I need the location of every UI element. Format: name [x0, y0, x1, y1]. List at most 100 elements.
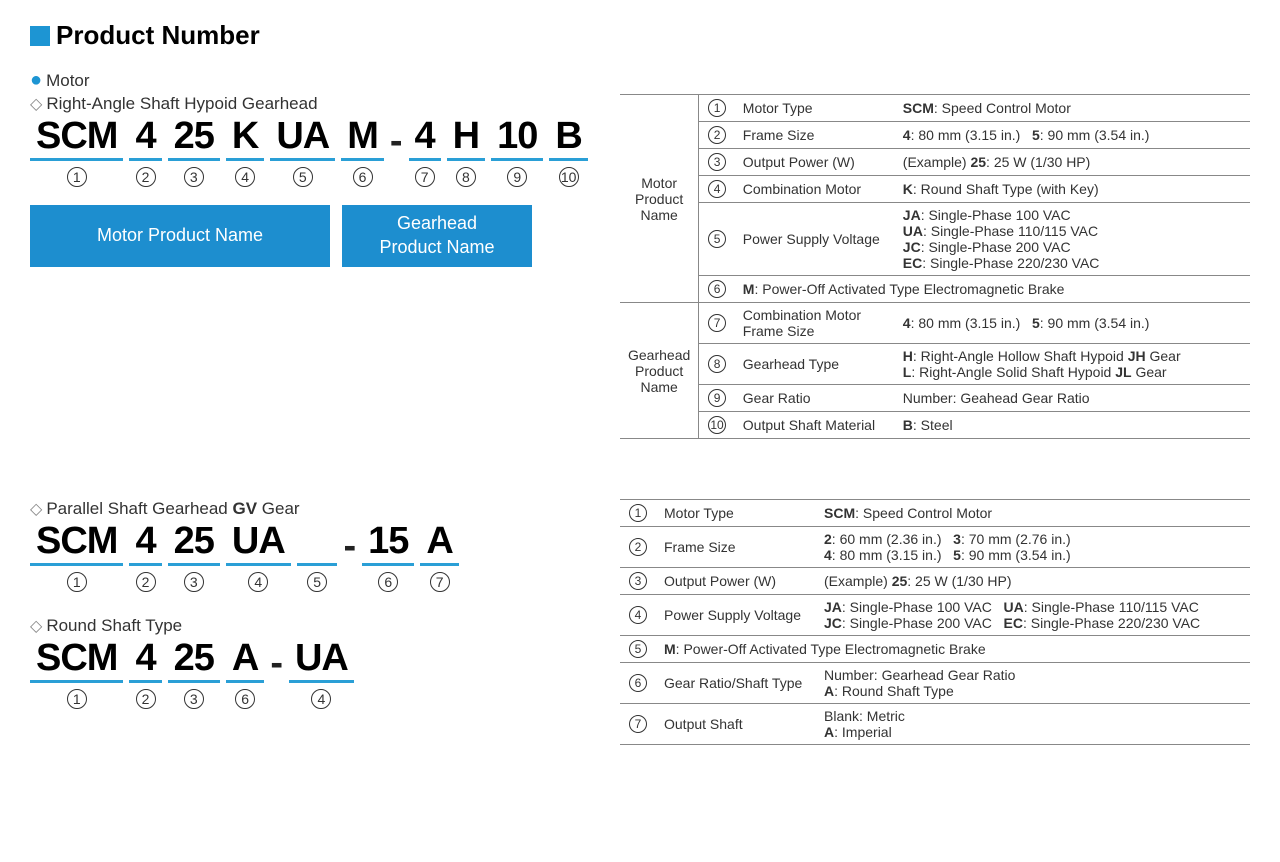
segment-text: 15: [362, 521, 414, 566]
row-label: Frame Size: [656, 527, 816, 568]
row-label: Power Supply Voltage: [735, 203, 895, 276]
table-row: 5Power Supply VoltageJA: Single-Phase 10…: [620, 203, 1250, 276]
row-value: JA: Single-Phase 100 VACUA: Single-Phase…: [895, 203, 1250, 276]
row-label: Frame Size: [735, 122, 895, 149]
row-number: 2: [620, 527, 656, 568]
table-row: GearheadProductName7Combination Motor Fr…: [620, 303, 1250, 344]
code-segment: SCM 1: [30, 521, 123, 592]
segment-text: M: [341, 116, 384, 161]
table-row: 6Gear Ratio/Shaft TypeNumber: Gearhead G…: [620, 663, 1250, 704]
segment-number: 1: [67, 167, 87, 187]
segment-text: A: [226, 638, 264, 683]
segment-text: A: [420, 521, 458, 566]
page-title: Product Number: [30, 20, 1250, 51]
row-number: 10: [699, 412, 735, 439]
row-value: Number: Geahead Gear Ratio: [895, 385, 1250, 412]
segment-number: 10: [559, 167, 579, 187]
segment-text: [297, 521, 338, 566]
code-segment: 109: [491, 116, 543, 187]
table-row: 4Power Supply VoltageJA: Single-Phase 10…: [620, 595, 1250, 636]
table-row: 2Frame Size4: 80 mm (3.15 in.) 5: 90 mm …: [620, 122, 1250, 149]
table-row: 5M: Power-Off Activated Type Electromagn…: [620, 636, 1250, 663]
row-number: 4: [699, 176, 735, 203]
row-label: Output Shaft: [656, 704, 816, 745]
dash: -: [270, 642, 283, 709]
table-row: 3Output Power (W)(Example) 25: 25 W (1/3…: [620, 568, 1250, 595]
row-label: Power Supply Voltage: [656, 595, 816, 636]
segment-number: 7: [430, 572, 450, 592]
row-number: 1: [699, 95, 735, 122]
segment-number: 2: [136, 689, 156, 709]
dash: -: [343, 525, 356, 592]
row-value: Blank: MetricA: Imperial: [816, 704, 1250, 745]
segment-number: 2: [136, 167, 156, 187]
row-number: 8: [699, 344, 735, 385]
row-number: 7: [620, 704, 656, 745]
row-value: SCM: Speed Control Motor: [895, 95, 1250, 122]
diamond-icon: ◇: [30, 618, 42, 635]
segment-number: 8: [456, 167, 476, 187]
code-segment: 5: [297, 521, 338, 592]
code-segment: UA 4: [289, 638, 354, 709]
segment-text: UA: [270, 116, 335, 161]
code-segment: K4: [226, 116, 264, 187]
spec-table-2: 1Motor TypeSCM: Speed Control Motor2Fram…: [620, 499, 1250, 745]
row-value: JA: Single-Phase 100 VAC UA: Single-Phas…: [816, 595, 1250, 636]
row-number: 4: [620, 595, 656, 636]
code-segment: 253: [168, 116, 220, 187]
segment-text: 25: [168, 521, 220, 566]
diamond-icon: ◇: [30, 96, 42, 113]
row-value: M: Power-Off Activated Type Electromagne…: [656, 636, 1250, 663]
segment-number: 6: [353, 167, 373, 187]
subtitle-round: ◇Round Shaft Type: [30, 616, 590, 636]
code-segment: 156: [362, 521, 414, 592]
product-code-1: SCM142253K4UA5M6-47H8109B10: [30, 116, 590, 187]
dash: -: [390, 120, 403, 187]
row-number: 3: [699, 149, 735, 176]
segment-number: 3: [184, 689, 204, 709]
motor-name-box: Motor Product Name: [30, 205, 330, 267]
code-segment: 42: [129, 521, 161, 592]
segment-text: B: [549, 116, 587, 161]
table-row: MotorProductName1Motor TypeSCM: Speed Co…: [620, 95, 1250, 122]
row-number: 6: [620, 663, 656, 704]
row-label: Output Power (W): [735, 149, 895, 176]
row-label: Gearhead Type: [735, 344, 895, 385]
section-parallel: ◇Parallel Shaft Gearhead GV Gear SCM1422…: [30, 499, 1250, 745]
segment-number: 4: [311, 689, 331, 709]
row-value: B: Steel: [895, 412, 1250, 439]
code-segment: 42: [129, 116, 161, 187]
row-number: 2: [699, 122, 735, 149]
subtitle-parallel: ◇Parallel Shaft Gearhead GV Gear: [30, 499, 590, 519]
row-number: 3: [620, 568, 656, 595]
segment-number: 1: [67, 689, 87, 709]
code-segment: A6: [226, 638, 264, 709]
row-value: (Example) 25: 25 W (1/30 HP): [895, 149, 1250, 176]
code-segment: A7: [420, 521, 458, 592]
spec-table-1: MotorProductName1Motor TypeSCM: Speed Co…: [620, 94, 1250, 439]
row-number: 5: [699, 203, 735, 276]
row-label: Combination Motor Frame Size: [735, 303, 895, 344]
row-number: 5: [620, 636, 656, 663]
segment-text: SCM: [30, 521, 123, 566]
row-label: Gear Ratio: [735, 385, 895, 412]
segment-number: 5: [307, 572, 327, 592]
segment-text: UA: [289, 638, 354, 683]
gearhead-name-box: GearheadProduct Name: [342, 205, 532, 267]
code-segment: H8: [447, 116, 485, 187]
row-number: 7: [699, 303, 735, 344]
segment-number: 9: [507, 167, 527, 187]
row-label: Combination Motor: [735, 176, 895, 203]
segment-number: 1: [67, 572, 87, 592]
row-value: 2: 60 mm (2.36 in.) 3: 70 mm (2.76 in.)4…: [816, 527, 1250, 568]
segment-number: 6: [378, 572, 398, 592]
code-segment: SCM1: [30, 638, 123, 709]
table-row: 1Motor TypeSCM: Speed Control Motor: [620, 500, 1250, 527]
row-label: Output Power (W): [656, 568, 816, 595]
table-row: 9Gear RatioNumber: Geahead Gear Ratio: [620, 385, 1250, 412]
segment-number: 3: [184, 572, 204, 592]
row-value: 4: 80 mm (3.15 in.) 5: 90 mm (3.54 in.): [895, 303, 1250, 344]
product-code-2: SCM142253UA4 5-156A7: [30, 521, 590, 592]
product-code-3: SCM142253A6-UA4: [30, 638, 590, 709]
segment-number: 4: [235, 167, 255, 187]
